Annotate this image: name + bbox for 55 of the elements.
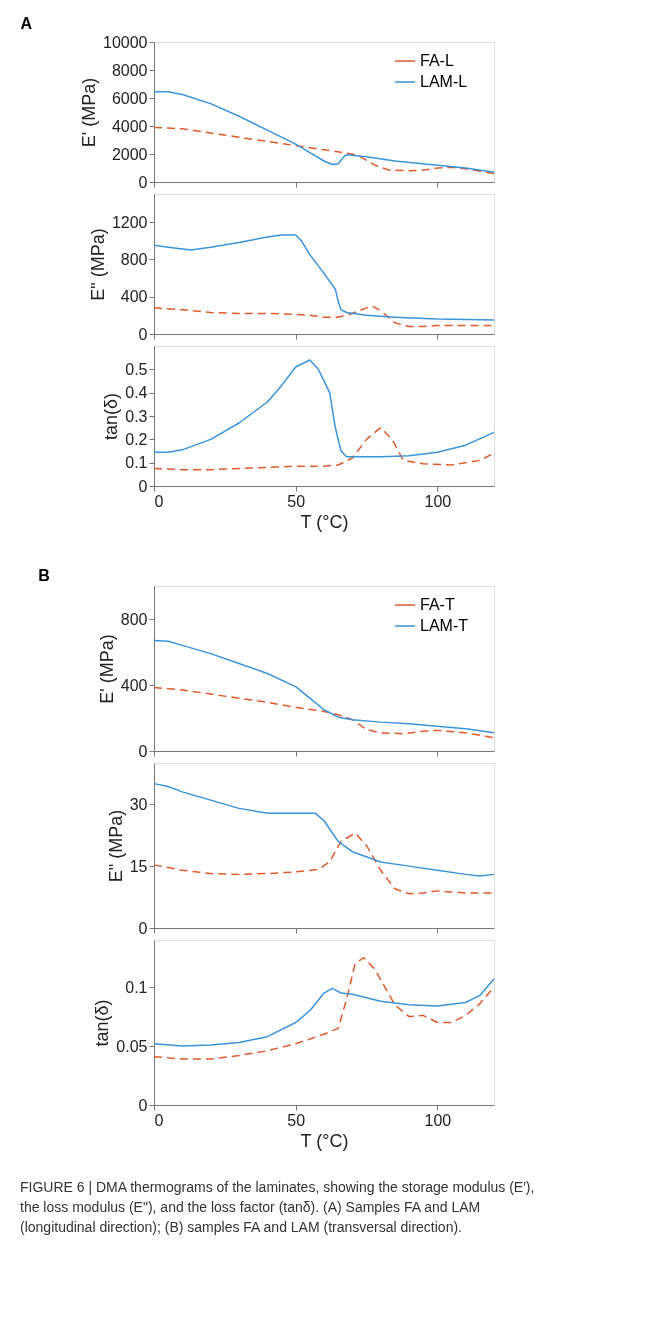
y-tick-label: 0 [138,477,148,495]
y-tick-label: 0.4 [125,384,148,402]
x-tick-label: 50 [287,492,306,510]
line-series [153,639,495,734]
chart-title: B [38,567,50,584]
x-tick-label: 100 [424,1111,452,1129]
y-tick-label: 0 [138,742,148,760]
y-tick-label: 8000 [111,61,148,79]
y-axis-title: E" (MPa) [105,809,126,883]
y-axis-title: E' (MPa) [79,77,100,148]
y-tick-label: 2000 [111,145,148,163]
x-tick-label: 0 [154,1111,164,1129]
legend-label: FA-T [420,596,455,613]
y-tick-label: 30 [129,795,148,813]
y-tick-label: 0.3 [125,407,148,425]
line-series [153,234,495,321]
y-tick-label: 0.1 [125,454,148,472]
x-axis-title: T (°C) [300,511,349,532]
y-tick-label: 0 [138,325,148,343]
y-tick-label: 400 [120,676,148,694]
y-axis-title: E" (MPa) [87,228,108,301]
y-tick-label: 4000 [111,117,148,135]
y-tick-label: 0 [138,173,148,191]
line-series [153,978,495,1047]
legend-label: LAM-T [420,617,469,634]
y-axis-title: tan(δ) [101,392,122,441]
y-tick-label: 0.2 [125,430,148,448]
y-axis-title: E' (MPa) [96,634,117,704]
y-tick-label: 10000 [103,33,148,51]
y-axis-title: tan(δ) [92,999,113,1047]
line-series [153,686,495,739]
line-series [153,126,495,175]
y-tick-label: 0.1 [125,978,148,996]
x-tick-label: 50 [287,1111,306,1129]
line-series [153,305,495,328]
line-series [153,90,495,173]
x-tick-label: 100 [424,492,452,510]
y-tick-label: 6000 [111,89,148,107]
caption: FIGURE 6 | DMA thermograms of the laminates, showing the storage modulus (E′), the loss modulus (E"), and the loss factor (tanδ). (A) Samples FA and LAM (longitudinal direction); (B) samples FA and LAM (transversal direction). [20,1178,535,1235]
line-series [153,782,495,877]
y-tick-label: 800 [120,250,148,268]
y-tick-label: 400 [120,288,148,306]
text: A [20,15,33,32]
y-tick-label: 0 [138,1096,148,1114]
y-tick-label: 1200 [111,213,148,231]
x-tick-label: 0 [154,492,164,510]
y-tick-label: 800 [120,610,148,628]
legend-label: FA-L [420,52,454,69]
y-tick-label: 0 [138,919,148,937]
line-series [153,359,495,458]
y-tick-label: 0.5 [125,360,148,378]
legend-label: LAM-L [420,73,468,90]
y-tick-label: 15 [129,857,148,875]
x-axis-title: T (°C) [300,1130,349,1151]
y-tick-label: 0.05 [116,1037,148,1055]
